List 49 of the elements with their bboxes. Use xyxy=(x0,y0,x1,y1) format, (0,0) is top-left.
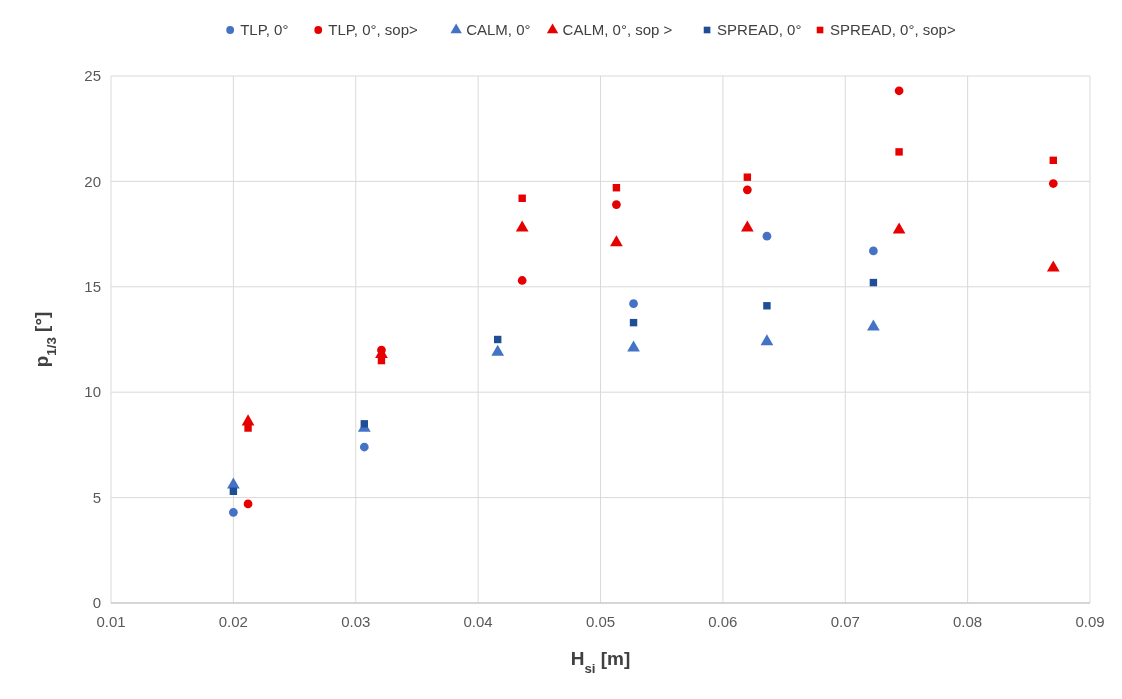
x-tick-label: 0.08 xyxy=(953,613,983,630)
y-tick-label: 0 xyxy=(92,594,101,612)
point xyxy=(360,420,369,428)
point xyxy=(629,299,638,309)
x-tick-label: 0.02 xyxy=(218,613,248,630)
point xyxy=(610,235,623,247)
x-tick-label: 0.01 xyxy=(96,613,126,630)
point xyxy=(244,424,252,432)
point xyxy=(742,185,752,195)
y-tick-label: 15 xyxy=(84,278,101,296)
point xyxy=(229,507,238,517)
legend-label: TLP, 0°, sop> xyxy=(328,21,419,39)
x-axis-title: H$_{si}$ [m] xyxy=(570,648,631,676)
point xyxy=(743,173,752,181)
point xyxy=(227,477,240,489)
point xyxy=(517,276,527,285)
legend-label: CALM, 0°, sop > xyxy=(562,21,673,39)
y-tick-label: 25 xyxy=(84,67,101,85)
point xyxy=(760,334,774,346)
point xyxy=(892,222,906,234)
y-tick-label: 5 xyxy=(92,488,101,506)
point xyxy=(867,319,880,331)
point xyxy=(1046,260,1060,272)
legend-label: SPREAD, 0°, sop> xyxy=(830,21,956,39)
legend-label: TLP, 0° xyxy=(240,21,289,39)
point xyxy=(491,344,505,356)
y-tick-label: 10 xyxy=(84,383,101,401)
point xyxy=(740,220,754,232)
point xyxy=(1048,179,1058,188)
point xyxy=(895,148,903,156)
x-tick-label: 0.09 xyxy=(1075,613,1105,630)
point xyxy=(518,194,526,202)
point xyxy=(869,246,878,256)
point xyxy=(627,340,640,352)
y-tick-label: 20 xyxy=(84,172,101,190)
legend-label: SPREAD, 0° xyxy=(717,21,802,39)
point xyxy=(894,86,904,96)
legend-label: CALM, 0° xyxy=(466,21,531,39)
point xyxy=(243,499,253,509)
point xyxy=(612,200,621,209)
point xyxy=(763,302,771,310)
x-tick-label: 0.06 xyxy=(708,613,738,630)
x-tick-label: 0.07 xyxy=(830,613,860,630)
point xyxy=(359,442,369,452)
x-tick-label: 0.05 xyxy=(585,613,616,630)
point xyxy=(762,231,772,241)
x-tick-label: 0.03 xyxy=(341,613,371,630)
point xyxy=(515,220,529,232)
x-tick-label: 0.04 xyxy=(463,613,493,630)
